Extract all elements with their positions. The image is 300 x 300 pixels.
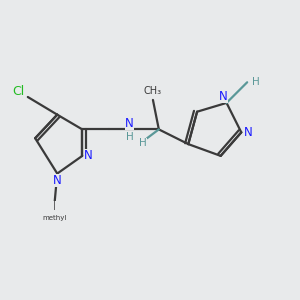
Text: N: N (53, 174, 62, 188)
Text: N: N (219, 90, 228, 103)
Text: N: N (243, 126, 252, 139)
Text: N: N (84, 149, 92, 162)
Text: CH₃: CH₃ (144, 86, 162, 96)
Text: H: H (252, 77, 259, 87)
Text: methyl: methyl (42, 215, 67, 221)
Text: H: H (139, 138, 146, 148)
Text: Cl: Cl (13, 85, 25, 98)
Text: H: H (125, 132, 133, 142)
Text: N: N (125, 117, 134, 130)
Text: |: | (53, 201, 56, 210)
